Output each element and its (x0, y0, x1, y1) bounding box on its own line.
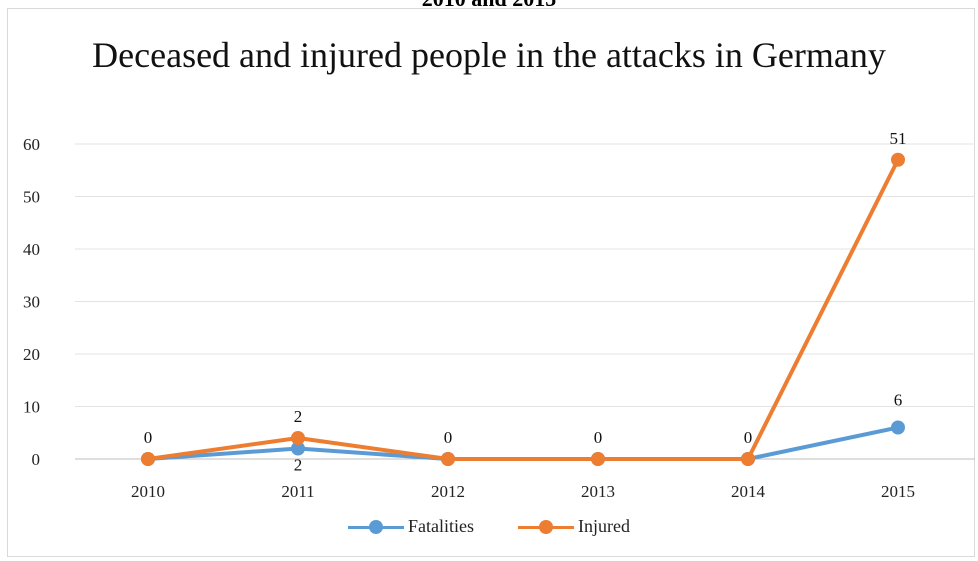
y-tick-label: 30 (23, 293, 40, 312)
x-tick-label: 2015 (881, 482, 915, 501)
y-tick-label: 10 (23, 398, 40, 417)
data-point (291, 441, 305, 456)
data-label: 2 (294, 407, 303, 426)
chart-frame (7, 8, 975, 557)
y-tick-label: 0 (32, 450, 41, 469)
legend-label-fatalities: Fatalities (408, 516, 474, 536)
fatalities-swatch-icon (348, 519, 404, 534)
series-line-injured (146, 157, 900, 461)
data-label: 0 (444, 428, 453, 447)
x-tick-label: 2010 (131, 482, 165, 501)
legend-item-fatalities: Fatalities (348, 516, 474, 537)
legend: Fatalities Injured (0, 516, 978, 537)
y-tick-label: 60 (23, 135, 40, 154)
data-label: 0 (744, 428, 753, 447)
data-point (891, 420, 905, 435)
data-point (891, 152, 905, 167)
legend-item-injured: Injured (518, 516, 630, 537)
x-tick-label: 2012 (431, 482, 465, 501)
data-label: 0 (594, 428, 603, 447)
data-point (291, 431, 305, 445)
data-point (441, 452, 455, 466)
data-label: 6 (894, 391, 903, 410)
x-tick-label: 2014 (731, 482, 766, 501)
x-tick-label: 2011 (281, 482, 314, 501)
data-point (591, 452, 605, 466)
injured-swatch-icon (518, 519, 574, 534)
data-label: 51 (890, 129, 907, 148)
caption-top: 2010 and 2015 (0, 0, 978, 12)
chart-title: Deceased and injured people in the attac… (92, 35, 886, 75)
y-tick-label: 50 (23, 188, 40, 207)
data-label: 0 (144, 428, 153, 447)
data-label: 2 (294, 456, 303, 475)
legend-label-injured: Injured (578, 516, 630, 536)
y-tick-label: 20 (23, 345, 40, 364)
y-tick-label: 40 (23, 240, 40, 259)
data-point (741, 452, 755, 466)
x-tick-label: 2013 (581, 482, 615, 501)
data-point (141, 452, 155, 466)
